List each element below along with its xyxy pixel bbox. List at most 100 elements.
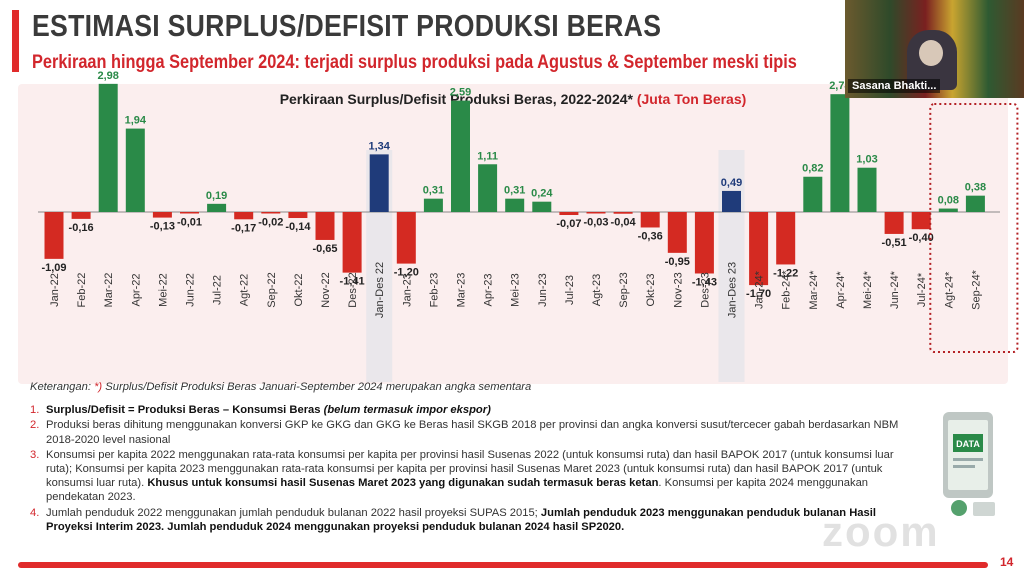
data-label-Mar-22: 2,98 — [97, 70, 118, 82]
bar-Mei-24* — [857, 167, 877, 212]
tick-label-Sep-22: Sep-22 — [266, 272, 278, 307]
tick-label-Mar-24*: Mar-24* — [808, 270, 820, 310]
bar-Agt-24* — [938, 208, 958, 212]
notes-section: Keterangan: *) Surplus/Defisit Produksi … — [30, 380, 910, 535]
tick-label-Apr-24*: Apr-24* — [835, 271, 847, 309]
page-title: ESTIMASI SURPLUS/DEFISIT PRODUKSI BERAS — [32, 8, 662, 43]
tick-label-Jan-23: Jan-23 — [401, 273, 413, 307]
tick-label-Mei-22: Mei-22 — [157, 273, 169, 307]
bar-Sep-24* — [965, 195, 985, 212]
data-label-Agt-24*: 0,08 — [938, 195, 959, 207]
bar-Mar-22 — [98, 83, 118, 212]
tick-label-Mar-22: Mar-22 — [103, 273, 115, 308]
tick-label-Mei-24*: Mei-24* — [862, 270, 874, 309]
data-label-Feb-23: 0,31 — [423, 185, 444, 197]
tick-label-Apr-22: Apr-22 — [130, 273, 142, 306]
note-bold: Jumlah penduduk 2023 menggunakan pendudu… — [46, 506, 876, 533]
note-number: 1. — [30, 404, 40, 417]
tick-label-Jan-22: Jan-22 — [49, 273, 61, 307]
note-item-2: 2. Produksi beras dihitung menggunakan k… — [30, 418, 910, 446]
bar-Jun-23 — [532, 201, 552, 212]
keterangan: Keterangan: *) Surplus/Defisit Produksi … — [30, 380, 910, 394]
data-label-Okt-22: -0,14 — [285, 221, 311, 233]
title-accent-bar — [12, 10, 19, 72]
bar-Jan-24* — [749, 212, 769, 286]
data-label-Agt-22: -0,17 — [231, 222, 256, 234]
tick-label-Jul-23: Jul-23 — [564, 275, 576, 305]
page-subtitle: Perkiraan hingga September 2024: terjadi… — [32, 52, 797, 73]
zoom-watermark: zoom — [822, 508, 940, 555]
data-label-Jan-Des 23: 0,49 — [721, 177, 742, 189]
bar-Okt-22 — [288, 212, 308, 219]
data-label-Jul-22: 0,19 — [206, 190, 227, 202]
bar-Des-23 — [694, 212, 714, 274]
bar-Jan-23 — [396, 212, 416, 264]
data-label-Sep-23: -0,04 — [611, 217, 637, 229]
bar-Des-22 — [342, 212, 362, 273]
tick-label-Nov-23: Nov-23 — [672, 272, 684, 307]
data-label-Mar-24*: 0,82 — [802, 163, 823, 175]
data-label-Agt-23: -0,03 — [583, 217, 608, 229]
bar-Agt-22 — [234, 212, 254, 220]
bar-Apr-24* — [830, 94, 850, 212]
bar-Jun-22 — [180, 212, 199, 214]
annual-column-shade — [718, 150, 745, 382]
tick-label-Sep-23: Sep-23 — [618, 272, 630, 307]
data-label-Okt-23: -0,36 — [638, 230, 663, 242]
bar-chart: Perkiraan Surplus/Defisit Produksi Beras… — [38, 70, 1019, 382]
note-plain: Jumlah penduduk 2022 menggunakan jumlah … — [46, 506, 541, 519]
data-label-Des-22: -1,41 — [340, 276, 365, 288]
note-bold: Khusus untuk konsumsi hasil Susenas Mare… — [147, 477, 659, 490]
bar-Jan-Des 22 — [369, 154, 389, 212]
data-illustration-icon: DATA — [943, 412, 995, 516]
bar-Feb-24* — [776, 212, 796, 265]
bar-Feb-22 — [71, 212, 91, 219]
tick-label-Agt-24*: Agt-24* — [943, 271, 955, 308]
keterangan-prefix: Keterangan: — [30, 381, 95, 393]
data-label-Jan-Des 22: 1,34 — [368, 140, 390, 152]
tick-label-Sep-24*: Sep-24* — [970, 269, 982, 309]
data-label-Feb-22: -0,16 — [69, 222, 94, 234]
tick-label-Feb-24*: Feb-24* — [781, 270, 793, 310]
tick-label-Nov-22: Nov-22 — [320, 272, 332, 307]
data-label-Jun-23: 0,24 — [531, 188, 553, 200]
data-label-Mar-23: 2,59 — [450, 87, 471, 99]
tick-label-Jan-24*: Jan-24* — [754, 270, 766, 309]
bottom-accent-bar — [18, 562, 988, 568]
data-label-Apr-22: 1,94 — [125, 115, 147, 127]
bar-Mar-24* — [803, 176, 823, 212]
bar-Apr-22 — [125, 128, 145, 212]
tick-label-Okt-22: Okt-22 — [293, 273, 305, 306]
tick-label-Mar-23: Mar-23 — [456, 273, 468, 308]
bar-Jun-24* — [884, 212, 904, 234]
tick-label-Jan-Des 23: Jan-Des 23 — [727, 262, 739, 318]
data-label-Mei-22: -0,13 — [150, 221, 175, 233]
note-number: 2. — [30, 419, 40, 432]
note-item-1: 1. Surplus/Defisit = Produksi Beras – Ko… — [30, 403, 910, 417]
data-label-Mei-24*: 1,03 — [856, 154, 877, 166]
note-number: 3. — [30, 448, 40, 461]
note-text: Surplus/Defisit = Produksi Beras – Konsu… — [46, 403, 910, 417]
tick-label-Mei-23: Mei-23 — [510, 273, 522, 307]
bar-Mar-23 — [451, 100, 470, 212]
bar-Agt-23 — [586, 212, 606, 214]
tick-label-Feb-23: Feb-23 — [428, 273, 440, 308]
tick-label-Okt-23: Okt-23 — [645, 273, 657, 306]
note-tail: . Konsumsi per kapita 2024 menggunakan p… — [46, 477, 869, 504]
bar-Sep-23 — [613, 212, 633, 214]
note-plain: Konsumsi per kapita 2022 menggunakan rat… — [46, 448, 894, 490]
bar-Mei-22 — [152, 212, 172, 218]
tick-label-Apr-23: Apr-23 — [483, 273, 495, 306]
data-label-Sep-22: -0,02 — [258, 217, 283, 229]
bar-Mei-23 — [505, 198, 525, 212]
bar-Jul-22 — [207, 203, 227, 212]
keterangan-star: *) — [94, 381, 103, 393]
tick-label-Jul-24*: Jul-24* — [916, 272, 928, 307]
tick-label-Agt-22: Agt-22 — [239, 274, 251, 306]
data-illustration-label: DATA — [956, 439, 980, 449]
chart-title-main: Perkiraan Surplus/Defisit Produksi Beras… — [280, 91, 637, 107]
data-label-Jan-23: -1,20 — [394, 267, 419, 279]
tick-label-Jan-Des 22: Jan-Des 22 — [374, 262, 386, 318]
bar-Jul-24* — [911, 212, 931, 230]
keterangan-text: Surplus/Defisit Produksi Beras Januari-S… — [102, 381, 532, 393]
